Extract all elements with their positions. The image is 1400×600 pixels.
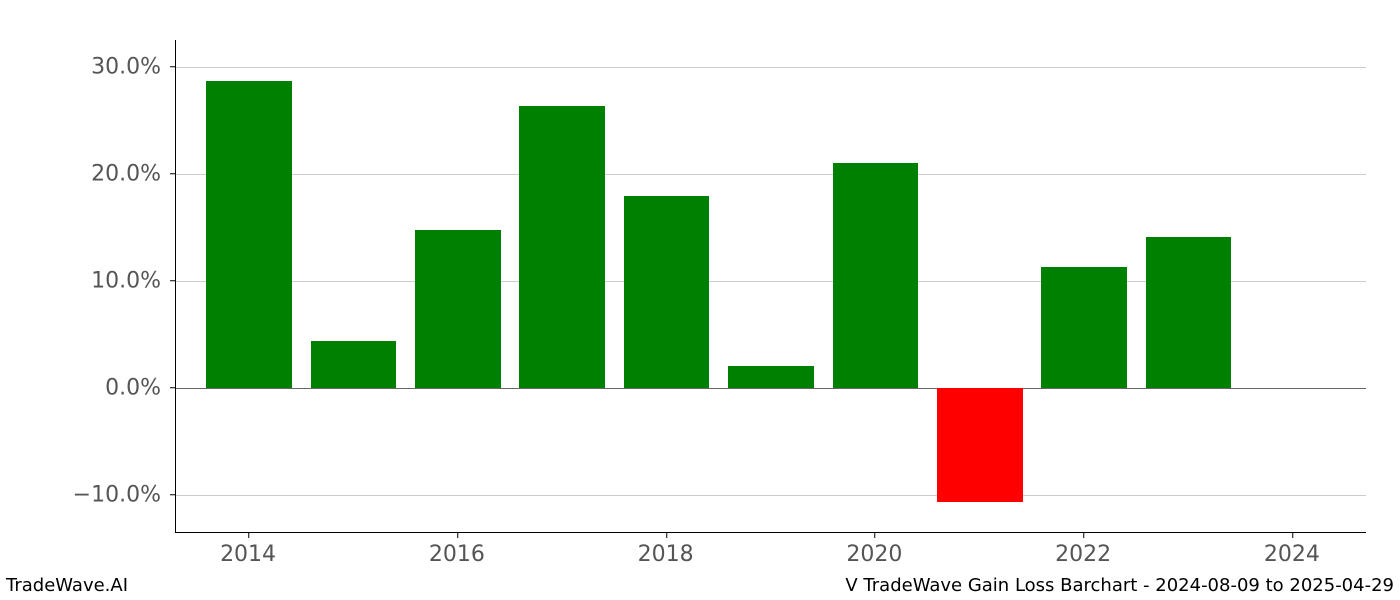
bar — [728, 366, 814, 387]
ytick-label: −10.0% — [0, 482, 161, 507]
footer-left-text: TradeWave.AI — [6, 575, 128, 596]
xtick-label: 2022 — [1055, 542, 1111, 567]
xtick-mark — [1292, 532, 1293, 538]
gridline — [176, 495, 1366, 496]
ytick-mark — [170, 173, 176, 174]
xtick-mark — [1083, 532, 1084, 538]
xtick-label: 2024 — [1264, 542, 1320, 567]
bar — [937, 388, 1023, 502]
xtick-label: 2020 — [846, 542, 902, 567]
bar — [415, 230, 501, 387]
bar — [1041, 267, 1127, 388]
xtick-mark — [457, 532, 458, 538]
ytick-label: 20.0% — [0, 161, 161, 186]
bar — [206, 81, 292, 388]
xtick-label: 2014 — [220, 542, 276, 567]
xtick-mark — [666, 532, 667, 538]
ytick-mark — [170, 280, 176, 281]
bar — [624, 196, 710, 387]
xtick-mark — [248, 532, 249, 538]
ytick-label: 0.0% — [0, 375, 161, 400]
bar — [311, 341, 397, 388]
bar — [833, 163, 919, 388]
gridline — [176, 67, 1366, 68]
xtick-label: 2018 — [638, 542, 694, 567]
xtick-mark — [875, 532, 876, 538]
xtick-label: 2016 — [429, 542, 485, 567]
zero-line — [176, 388, 1366, 389]
ytick-label: 10.0% — [0, 268, 161, 293]
ytick-mark — [170, 66, 176, 67]
footer-right-text: V TradeWave Gain Loss Barchart - 2024-08… — [845, 575, 1394, 596]
bar — [519, 106, 605, 387]
ytick-mark — [170, 494, 176, 495]
plot-area — [175, 40, 1366, 533]
bar — [1146, 237, 1232, 388]
ytick-label: 30.0% — [0, 54, 161, 79]
gridline — [176, 174, 1366, 175]
chart-figure: TradeWave.AI V TradeWave Gain Loss Barch… — [0, 0, 1400, 600]
